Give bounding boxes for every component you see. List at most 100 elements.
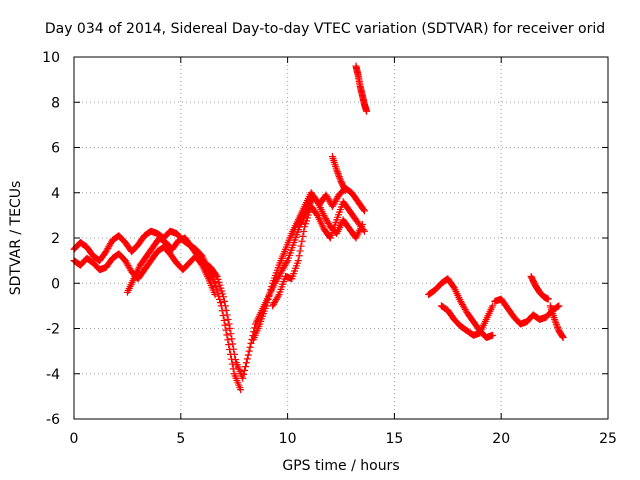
plus-marker (222, 326, 230, 334)
plus-marker (225, 341, 233, 349)
plus-marker (360, 227, 368, 235)
x-tick-label: 0 (70, 431, 79, 447)
y-tick-labels: -6 -4 -2 0 2 4 6 8 10 (42, 50, 60, 428)
plus-marker (215, 292, 223, 300)
plus-marker (359, 226, 367, 234)
series-arc-c (123, 234, 240, 369)
series-arc-h (352, 62, 371, 115)
plus-marker (268, 282, 276, 290)
y-tick-label: -6 (46, 412, 60, 428)
x-tick-label: 5 (176, 431, 185, 447)
plus-marker (334, 169, 342, 177)
plus-marker (212, 282, 220, 290)
plus-marker (241, 363, 249, 371)
plus-marker (220, 297, 228, 305)
data-markers (70, 62, 567, 394)
plus-marker (294, 257, 302, 265)
y-tick-label: 0 (51, 276, 60, 292)
series-arc-k (491, 295, 563, 328)
plus-marker (220, 316, 228, 324)
plus-marker (263, 299, 271, 307)
plus-marker (221, 302, 229, 310)
plus-marker (555, 302, 563, 310)
plus-marker (244, 351, 252, 359)
y-tick-label: 2 (51, 231, 60, 247)
plus-marker (333, 168, 341, 176)
plus-marker (240, 370, 248, 378)
plus-marker (552, 319, 560, 327)
plus-marker (296, 247, 304, 255)
chart-title: Day 034 of 2014, Sidereal Day-to-day VTE… (45, 21, 605, 37)
plus-marker (559, 334, 567, 342)
series-arc-m (546, 302, 567, 342)
plus-marker (246, 343, 254, 351)
plus-marker (241, 367, 249, 375)
plus-marker (335, 173, 343, 181)
x-tick-label: 25 (599, 431, 617, 447)
y-tick-label: 8 (51, 95, 60, 111)
x-tick-label: 15 (385, 431, 403, 447)
series-arc-i (425, 275, 497, 342)
plus-marker (231, 350, 239, 358)
plus-marker (300, 228, 308, 236)
grid-lines (74, 57, 608, 419)
plus-marker (360, 206, 368, 214)
plus-marker (229, 340, 237, 348)
plus-marker (267, 286, 275, 294)
series-arc-l (527, 272, 552, 303)
plus-marker (223, 331, 231, 339)
plus-marker (242, 359, 250, 367)
plus-marker (298, 237, 306, 245)
plus-marker (230, 345, 238, 353)
plus-marker (228, 360, 236, 368)
plus-marker (559, 333, 567, 341)
plus-marker (489, 302, 497, 310)
plus-marker (266, 289, 274, 297)
series-arc-j (437, 302, 497, 339)
plus-marker (283, 258, 291, 266)
plus-marker (243, 355, 251, 363)
x-axis-label: GPS time / hours (282, 458, 399, 474)
y-tick-label: -4 (46, 367, 60, 383)
plus-marker (553, 322, 561, 330)
series-arc-f (269, 198, 368, 310)
plus-marker (220, 293, 228, 301)
plus-marker (295, 252, 303, 260)
plus-marker (341, 185, 349, 193)
plus-marker (216, 299, 224, 307)
plus-marker (224, 336, 232, 344)
plus-marker (341, 186, 349, 194)
plus-marker (360, 207, 368, 215)
plus-marker (226, 325, 234, 332)
plus-marker (211, 291, 219, 299)
plus-marker (223, 311, 231, 319)
plus-marker (274, 292, 282, 300)
plus-marker (554, 303, 562, 311)
plus-marker (225, 320, 233, 328)
series-arc-g (328, 153, 349, 194)
axis-ticks (73, 56, 609, 420)
y-tick-label: 6 (51, 141, 60, 157)
plus-marker (297, 242, 305, 250)
plus-marker (335, 171, 343, 179)
plus-marker (239, 374, 247, 382)
plus-marker (299, 232, 307, 240)
plus-marker (333, 166, 341, 174)
plus-marker (224, 315, 232, 323)
plus-marker (336, 174, 344, 182)
plus-marker (247, 339, 255, 347)
plus-marker (212, 271, 220, 279)
y-tick-label: 4 (51, 186, 60, 202)
plus-marker (264, 295, 272, 303)
plus-marker (228, 335, 236, 343)
series-arc-b (70, 243, 219, 299)
plus-marker (245, 347, 253, 355)
x-tick-label: 20 (492, 431, 510, 447)
plus-marker (219, 312, 227, 320)
y-tick-label: 10 (42, 50, 60, 66)
x-tick-labels: 0 5 10 15 20 25 (70, 431, 617, 447)
plus-marker (227, 330, 235, 338)
plus-marker (262, 302, 270, 310)
plus-marker (554, 324, 562, 332)
